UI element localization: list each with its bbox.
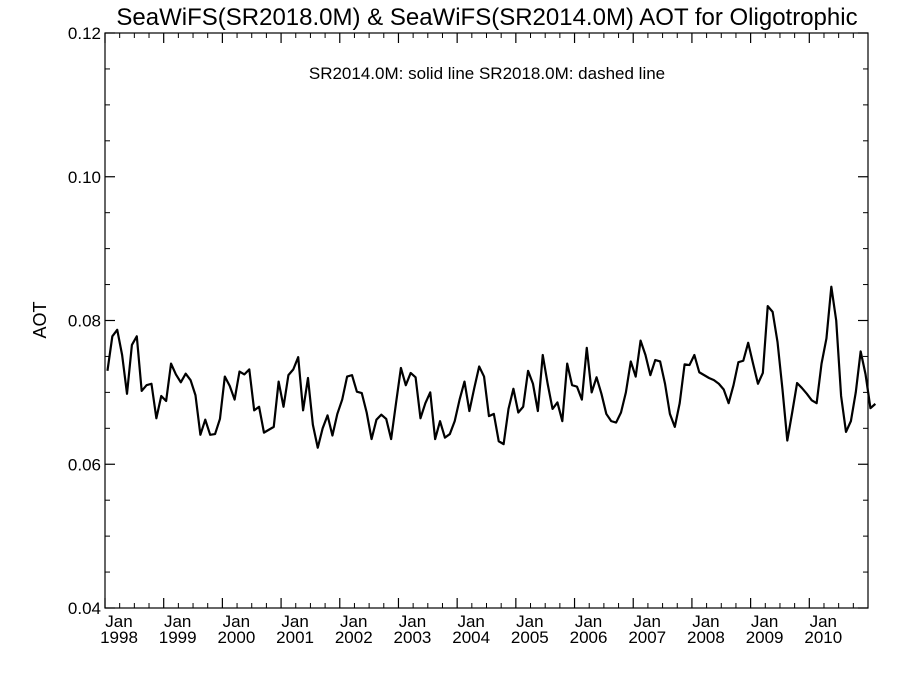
y-axis-label: AOT (30, 301, 50, 338)
x-tick-month-label: Jan (399, 612, 426, 631)
chart-title: SeaWiFS(SR2018.0M) & SeaWiFS(SR2014.0M) … (116, 4, 857, 31)
y-tick-label: 0.08 (68, 312, 101, 331)
y-tick-label: 0.04 (68, 599, 101, 618)
series-layer (106, 285, 877, 449)
y-tick-label: 0.12 (68, 24, 101, 43)
x-tick-month-label: Jan (634, 612, 661, 631)
x-tick-year-label: 1999 (159, 628, 197, 647)
y-tick-label: 0.06 (68, 455, 101, 474)
y-axis-ticks: 0.04 0.06 0.08 0.10 0.12 (68, 24, 868, 618)
plot-frame (104, 32, 869, 609)
series-line-sr2014-0m (106, 285, 877, 449)
x-tick-month-label: Jan (692, 612, 719, 631)
x-tick-year-label: 2005 (511, 628, 549, 647)
x-tick-year-label: 2003 (394, 628, 432, 647)
x-tick-month-label: Jan (457, 612, 484, 631)
x-tick-year-label: 2009 (746, 628, 784, 647)
y-tick-label: 0.10 (68, 168, 101, 187)
x-tick-month-label: Jan (516, 612, 543, 631)
x-tick-year-label: 2001 (276, 628, 314, 647)
x-tick-year-label: 2006 (570, 628, 608, 647)
x-axis-ticks: Jan1998Jan1999Jan2000Jan2001Jan2002Jan20… (100, 33, 854, 647)
x-tick-month-label: Jan (575, 612, 602, 631)
x-tick-month-label: Jan (340, 612, 367, 631)
x-tick-year-label: 2007 (628, 628, 666, 647)
x-tick-month-label: Jan (281, 612, 308, 631)
x-tick-year-label: 2008 (687, 628, 725, 647)
x-tick-month-label: Jan (105, 612, 132, 631)
x-tick-year-label: 2004 (452, 628, 490, 647)
x-tick-year-label: 1998 (100, 628, 138, 647)
x-tick-month-label: Jan (751, 612, 778, 631)
x-tick-month-label: Jan (223, 612, 250, 631)
x-tick-month-label: Jan (164, 612, 191, 631)
x-tick-month-label: Jan (810, 612, 837, 631)
line-style-annotation: SR2014.0M: solid line SR2018.0M: dashed … (309, 64, 665, 83)
x-tick-year-label: 2000 (217, 628, 255, 647)
x-tick-year-label: 2010 (804, 628, 842, 647)
x-tick-year-label: 2002 (335, 628, 373, 647)
